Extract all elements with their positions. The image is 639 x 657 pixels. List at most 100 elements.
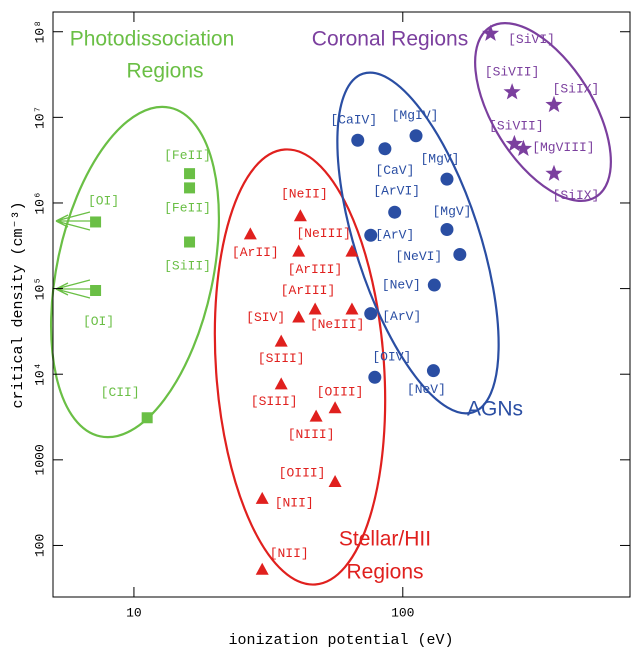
- y-tick-label: 10⁴: [32, 363, 47, 386]
- y-axis-label: critical density (cm⁻³): [10, 201, 27, 408]
- agn-outline: [336, 71, 500, 415]
- point: [545, 95, 563, 113]
- point: [90, 216, 102, 228]
- point-label: [SIV]: [246, 310, 285, 325]
- point-label: [OIII]: [317, 385, 364, 400]
- y-tick-label: 10⁵: [32, 277, 47, 300]
- point: [293, 209, 307, 222]
- point: [514, 139, 532, 156]
- point-label: [ArVI]: [373, 184, 420, 199]
- point-label: [SiIX]: [553, 81, 600, 96]
- point-label: [ArII]: [232, 245, 279, 260]
- point-label: [SiIX]: [553, 188, 600, 203]
- point-label: [SIII]: [251, 394, 298, 409]
- point-label: [NIII]: [288, 427, 335, 442]
- point-label: [MgVIII]: [532, 140, 594, 155]
- point-label: [NeII]: [281, 187, 328, 202]
- pdr-outline: [49, 105, 221, 439]
- point: [388, 205, 402, 219]
- point: [328, 475, 342, 488]
- limit-arrows: [55, 211, 92, 299]
- point-label: [NeIII]: [310, 317, 365, 332]
- point-label: [MgIV]: [392, 108, 439, 123]
- region-label: Coronal Regions: [312, 28, 468, 51]
- point: [482, 24, 500, 41]
- point: [141, 412, 153, 424]
- point-label: [ArIII]: [288, 262, 343, 277]
- point: [328, 401, 342, 414]
- region-label: Regions: [346, 561, 423, 584]
- point-label: [NII]: [270, 546, 309, 561]
- y-tick-label: 10⁷: [32, 106, 47, 129]
- region-label: AGNs: [467, 398, 523, 421]
- point: [378, 142, 392, 156]
- point: [292, 244, 306, 257]
- point: [364, 307, 378, 321]
- region-label: Stellar/HII: [339, 528, 431, 551]
- point: [505, 134, 523, 152]
- y-tick-label: 10⁶: [32, 191, 47, 214]
- x-tick-label: 10: [126, 605, 142, 620]
- point-label: [NeV]: [407, 382, 446, 397]
- point: [364, 228, 378, 242]
- point: [426, 364, 440, 378]
- point: [308, 302, 322, 315]
- point-label: [SiII]: [164, 258, 211, 273]
- point-label: [OI]: [88, 193, 119, 208]
- point-label: [OI]: [83, 314, 114, 329]
- point: [440, 222, 454, 236]
- y-tick-label: 10⁸: [32, 20, 47, 43]
- point-label: [SiVII]: [485, 65, 540, 80]
- point-label: [OIII]: [279, 465, 326, 480]
- point: [345, 302, 359, 315]
- point: [409, 129, 423, 143]
- point-label: [ArV]: [375, 228, 414, 243]
- point-label: [CII]: [101, 385, 140, 400]
- point-label: [OIV]: [372, 350, 411, 365]
- point-label: [FeII]: [164, 200, 211, 215]
- point: [184, 182, 196, 194]
- point: [368, 370, 382, 384]
- point: [90, 284, 102, 296]
- point: [255, 562, 269, 575]
- point-label: [CaIV]: [330, 113, 377, 128]
- point-label: [ArV]: [382, 309, 421, 324]
- x-axis-label: ionization potential (eV): [228, 632, 453, 649]
- point-label: [MgV]: [420, 152, 459, 167]
- point-label: [SiVI]: [508, 32, 555, 47]
- point: [453, 248, 467, 262]
- point-label: [NII]: [275, 495, 314, 510]
- x-tick-label: 100: [391, 605, 414, 620]
- point: [292, 310, 306, 323]
- point: [184, 236, 196, 248]
- point: [345, 244, 359, 257]
- point: [545, 164, 563, 181]
- point-label: [CaV]: [375, 163, 414, 178]
- plot-frame: [52, 11, 631, 598]
- region-outlines: [49, 22, 612, 586]
- region-label: Regions: [126, 60, 203, 83]
- point-label: [SIII]: [258, 351, 305, 366]
- point: [440, 172, 454, 186]
- point: [427, 278, 441, 292]
- point-label: [SiVII]: [489, 118, 544, 133]
- hii-outline: [213, 148, 387, 586]
- point: [255, 491, 269, 504]
- point-label: [NeV]: [382, 277, 421, 292]
- point: [309, 409, 323, 422]
- region-label: Photodissociation: [70, 28, 235, 51]
- point-label: [NeVI]: [395, 249, 442, 264]
- y-tick-label: 100: [32, 534, 47, 557]
- point-label: [ArIII]: [281, 283, 336, 298]
- arrow: [55, 279, 92, 299]
- point: [274, 334, 288, 347]
- point-label: [NeIII]: [296, 226, 351, 241]
- point: [351, 133, 365, 147]
- point-label: [MgV]: [432, 204, 471, 219]
- point-label: [FeII]: [164, 148, 211, 163]
- arrow: [55, 211, 92, 231]
- point: [184, 168, 196, 180]
- point: [243, 227, 257, 240]
